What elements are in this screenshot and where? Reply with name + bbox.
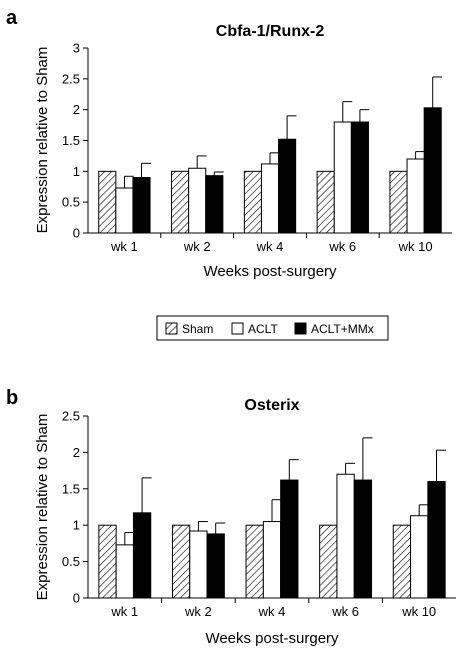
error-bar-osterix-aclt-2 (197, 521, 208, 532)
error-bar-osterix-aclt-mmx-4 (362, 437, 373, 481)
bar-runx2-sham-1 (98, 170, 117, 234)
y-tick-label: 0 (73, 591, 80, 606)
bar-osterix-sham-3 (245, 524, 264, 599)
error-bar-osterix-aclt-mmx-2 (215, 522, 226, 534)
bar-osterix-aclt-4 (336, 473, 355, 599)
y-tick-label: 0.5 (62, 554, 80, 569)
bar-osterix-aclt-mmx-4 (353, 479, 373, 599)
error-bar-runx2-aclt-5 (415, 151, 426, 159)
y-tick-label: 2 (73, 102, 80, 117)
plot-area-runx2: wk 1 wk 2 wk 4 wk 6 wk 10 0 0.5 1 1.5 2 2.5 3 (62, 41, 452, 254)
x-tick-label: wk 10 (398, 239, 433, 254)
legend-swatch-sham (165, 322, 178, 335)
y-tick-label: 1 (73, 164, 80, 179)
bar-osterix-sham-4 (319, 524, 338, 599)
legend-label-aclt-mmx: ACLT+MMx (311, 322, 374, 336)
bar-osterix-aclt-1 (115, 544, 134, 599)
legend-label-sham: Sham (182, 322, 213, 336)
legend-swatch-aclt (231, 322, 244, 335)
chart-title-osterix: Osterix (244, 397, 299, 414)
bar-runx2-aclt-mmx-1 (132, 177, 151, 234)
bar-osterix-sham-2 (171, 524, 191, 599)
bar-runx2-aclt-3 (260, 163, 280, 234)
y-tick-label: 2.5 (62, 71, 80, 86)
x-tick-label: wk 1 (110, 239, 138, 254)
x-axis-title-osterix: Weeks post-surgery (205, 630, 339, 647)
bar-runx2-aclt-mmx-4 (350, 121, 369, 234)
error-bar-runx2-aclt-mmx-1 (141, 162, 151, 178)
error-bar-runx2-aclt-2 (196, 155, 207, 169)
legend-label-aclt: ACLT (248, 322, 278, 336)
bar-osterix-aclt-2 (189, 530, 208, 599)
x-tick-label: wk 6 (331, 604, 359, 619)
y-tick-label: 1 (73, 518, 80, 533)
bar-osterix-sham-1 (98, 524, 117, 599)
error-bar-osterix-aclt-mmx-1 (141, 477, 152, 513)
x-tick-label: wk 2 (183, 239, 211, 254)
bar-runx2-aclt-2 (188, 167, 207, 234)
error-bar-runx2-aclt-mmx-3 (286, 115, 297, 140)
bar-runx2-aclt-mmx-3 (278, 138, 297, 234)
x-axis-title-runx2: Weeks post-surgery (203, 263, 337, 280)
error-bar-runx2-aclt-mmx-5 (432, 76, 443, 108)
bar-runx2-sham-4 (316, 170, 335, 234)
x-tick-label: wk 4 (256, 239, 284, 254)
y-tick-label: 0 (73, 226, 80, 241)
error-bar-runx2-aclt-mmx-2 (213, 171, 224, 176)
bar-runx2-sham-2 (171, 170, 190, 234)
chart-title-runx2: Cbfa-1/Runx-2 (216, 23, 325, 40)
x-tick-label: wk 6 (328, 239, 356, 254)
bar-osterix-aclt-mmx-3 (280, 479, 299, 599)
y-tick-label: 2.5 (62, 409, 80, 424)
y-tick-label: 2 (73, 445, 80, 460)
bar-runx2-aclt-mmx-2 (205, 175, 224, 234)
bar-runx2-sham-3 (243, 170, 262, 234)
bar-osterix-aclt-mmx-2 (206, 533, 225, 599)
x-tick-label: wk 10 (401, 604, 436, 619)
error-bar-runx2-aclt-mmx-4 (359, 109, 370, 122)
error-bar-osterix-aclt-1 (124, 531, 135, 545)
x-tick-label: wk 2 (184, 604, 212, 619)
panel-letter-b: b (6, 387, 18, 409)
x-tick-label: wk 4 (258, 604, 286, 619)
y-tick-label: 1.5 (62, 133, 80, 148)
legend: Sham ACLT ACLT+MMx (156, 315, 389, 341)
bar-osterix-aclt-mmx-5 (427, 481, 446, 599)
error-bar-osterix-aclt-3 (271, 499, 282, 522)
y-tick-label: 1.5 (62, 481, 80, 496)
bar-runx2-aclt-mmx-5 (423, 107, 442, 234)
bar-runx2-aclt-1 (115, 187, 134, 234)
error-bar-osterix-aclt-5 (418, 504, 429, 516)
legend-swatch-aclt-mmx (294, 322, 307, 335)
bar-osterix-aclt-3 (262, 521, 282, 599)
bar-osterix-sham-5 (392, 524, 412, 599)
panel-letter-a: a (6, 7, 18, 29)
bar-runx2-sham-5 (389, 170, 408, 234)
x-tick-label: wk 1 (110, 604, 138, 619)
bar-osterix-aclt-mmx-1 (132, 512, 152, 599)
y-tick-label: 0.5 (62, 195, 80, 210)
y-tick-label: 3 (73, 41, 80, 56)
bar-osterix-aclt-5 (410, 515, 429, 599)
error-bar-osterix-aclt-mmx-3 (288, 459, 299, 481)
error-bar-runx2-aclt-3 (269, 152, 280, 164)
legend-frame (156, 315, 389, 341)
error-bar-runx2-aclt-4 (342, 101, 353, 122)
error-bar-osterix-aclt-mmx-5 (435, 449, 447, 482)
y-axis-title-runx2: Expression relative to Sham (34, 47, 51, 234)
bar-runx2-aclt-5 (406, 158, 425, 234)
plot-area-osterix: wk 1 wk 2 wk 4 wk 6 wk 10 0 0.5 1 1.5 2 2.5 (62, 409, 456, 619)
bar-runx2-aclt-4 (333, 121, 352, 234)
y-axis-title-osterix: Expression relative to Sham (34, 414, 51, 601)
error-bar-runx2-aclt-1 (123, 175, 134, 188)
error-bar-osterix-aclt-4 (345, 462, 356, 475)
